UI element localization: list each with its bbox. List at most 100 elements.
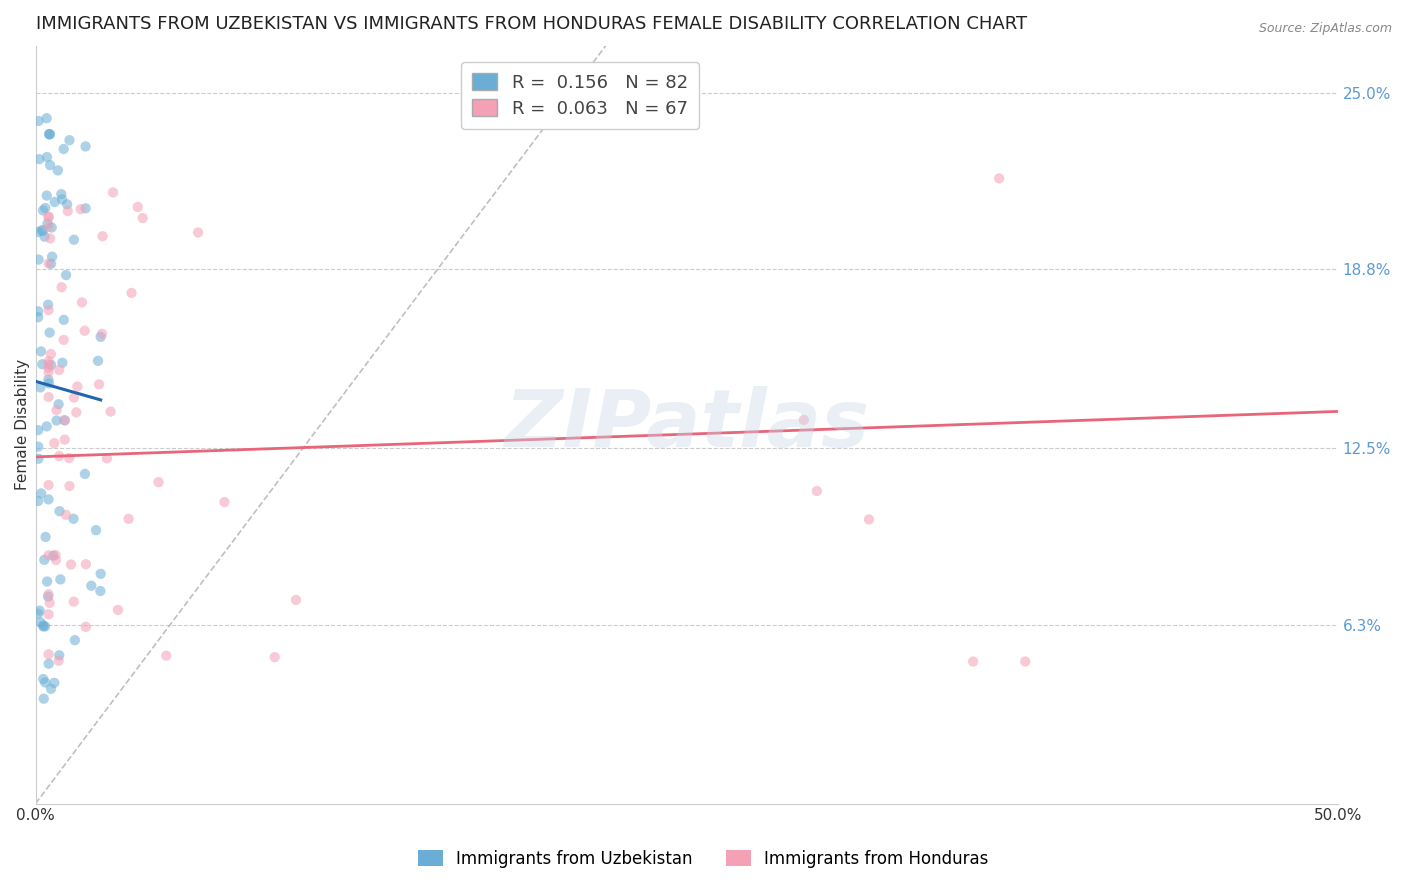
Point [187, 226, 209, 240]
Point [32, 691, 55, 706]
Point [35, 150, 58, 164]
Point [84, 523, 107, 537]
Point [51, 280, 73, 294]
Point [63, 391, 86, 405]
Point [44, 676, 66, 690]
Point [38, 127, 60, 141]
Point [155, 648, 177, 663]
Point [32, 619, 55, 633]
Point [131, 211, 153, 225]
Point [31, 357, 53, 371]
Point [27, 225, 49, 239]
Point [117, 512, 139, 526]
Point [31, 224, 53, 238]
Point [75, 139, 97, 153]
Point [41, 220, 63, 235]
Point [27, 494, 49, 508]
Point [44, 194, 66, 209]
Point [38, 326, 60, 340]
Point [45, 403, 67, 417]
Point [87, 377, 110, 392]
Point [34, 619, 56, 633]
Point [48, 648, 70, 663]
Point [42, 549, 65, 563]
Point [988, 171, 1011, 186]
Point [285, 593, 308, 607]
Point [58, 133, 80, 147]
Point [87, 354, 110, 368]
Point [65, 405, 87, 419]
Point [90, 566, 112, 581]
Point [100, 404, 122, 418]
Point [49, 573, 72, 587]
Point [38, 657, 60, 671]
Point [56, 204, 79, 219]
Point [44, 548, 66, 562]
Point [62, 512, 84, 526]
Point [53, 413, 76, 427]
Point [80, 579, 103, 593]
Point [37, 590, 59, 604]
Point [51, 187, 73, 202]
Point [806, 483, 828, 498]
Point [55, 268, 77, 282]
Point [70, 295, 93, 310]
Point [34, 675, 56, 690]
Point [32, 672, 55, 686]
Point [96, 451, 118, 466]
Point [90, 330, 112, 344]
Point [962, 655, 984, 669]
Point [30, 344, 52, 359]
Point [27, 451, 49, 466]
Point [39, 158, 62, 172]
Point [38, 478, 60, 492]
Point [48, 397, 70, 411]
Point [32, 618, 55, 632]
Point [91, 326, 114, 341]
Point [39, 358, 62, 372]
Point [38, 587, 60, 601]
Point [1014, 655, 1036, 669]
Point [38, 354, 60, 368]
Point [31, 223, 53, 237]
Point [39, 128, 62, 142]
Point [75, 202, 97, 216]
Point [38, 596, 60, 610]
Text: IMMIGRANTS FROM UZBEKISTAN VS IMMIGRANTS FROM HONDURAS FEMALE DISABILITY CORRELA: IMMIGRANTS FROM UZBEKISTAN VS IMMIGRANTS… [35, 15, 1026, 33]
Point [38, 128, 60, 142]
Text: ZIPatlas: ZIPatlas [505, 385, 869, 464]
Point [38, 210, 60, 224]
Point [28, 152, 51, 166]
Point [53, 413, 76, 427]
Point [107, 603, 129, 617]
Point [51, 193, 73, 207]
Legend: Immigrants from Uzbekistan, Immigrants from Honduras: Immigrants from Uzbekistan, Immigrants f… [411, 844, 995, 875]
Point [41, 250, 63, 264]
Point [38, 357, 60, 371]
Point [73, 324, 96, 338]
Point [52, 142, 75, 156]
Point [55, 508, 77, 522]
Point [53, 433, 76, 447]
Legend: R =  0.156   N = 82, R =  0.063   N = 67: R = 0.156 N = 82, R = 0.063 N = 67 [461, 62, 699, 128]
Point [263, 650, 285, 665]
Point [38, 492, 60, 507]
Point [27, 114, 49, 128]
Point [39, 347, 62, 361]
Point [89, 584, 111, 599]
Point [38, 607, 60, 622]
Point [148, 475, 170, 489]
Point [38, 219, 60, 234]
Point [858, 512, 880, 526]
Point [38, 256, 60, 270]
Point [45, 413, 67, 427]
Point [52, 333, 75, 347]
Point [34, 201, 56, 215]
Y-axis label: Female Disability: Female Disability [15, 359, 30, 491]
Point [101, 186, 124, 200]
Point [66, 379, 89, 393]
Point [56, 197, 79, 211]
Point [73, 467, 96, 481]
Point [27, 310, 49, 325]
Point [63, 633, 86, 648]
